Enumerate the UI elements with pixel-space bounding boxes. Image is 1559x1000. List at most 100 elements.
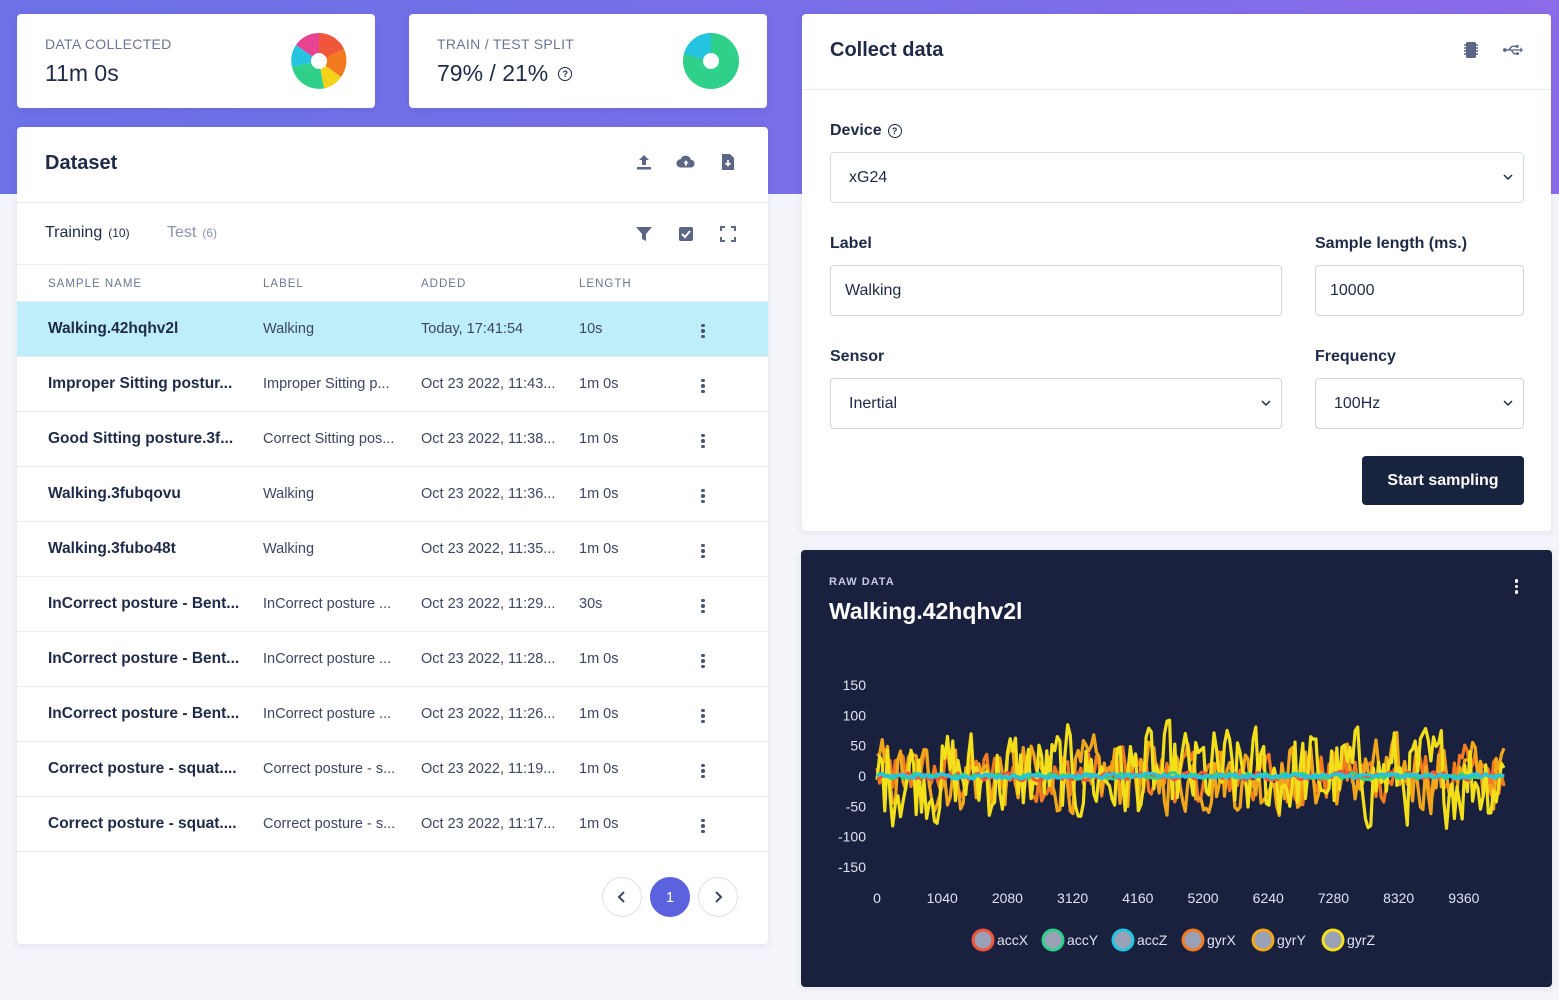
collect-data-title: Collect data: [830, 39, 944, 61]
column-header-sample-name[interactable]: SAMPLE NAME: [17, 265, 263, 302]
sample-name-cell: Good Sitting posture.3f...: [17, 411, 263, 467]
sample-added-cell: Oct 23 2022, 11:26...: [421, 686, 579, 742]
sample-label-cell: Correct posture - s...: [263, 796, 421, 852]
table-row[interactable]: Walking.3fubo48t Walking Oct 23 2022, 11:3…: [17, 521, 768, 577]
row-menu-icon[interactable]: [697, 595, 709, 618]
frequency-select[interactable]: 100Hz: [1315, 378, 1524, 429]
row-menu-icon[interactable]: [697, 760, 709, 783]
sample-name-cell: Walking.3fubo48t: [17, 521, 263, 577]
chevron-down-icon: [1503, 400, 1513, 407]
legend-marker-gyrX: [1181, 928, 1205, 952]
pagination: 1: [602, 877, 738, 917]
row-menu-icon[interactable]: [697, 375, 709, 398]
row-menu-icon[interactable]: [697, 320, 709, 343]
upload-icon[interactable]: [634, 152, 654, 172]
row-menu-icon[interactable]: [697, 540, 709, 563]
y-tick-label: 150: [843, 677, 867, 693]
sample-length-input[interactable]: 10000: [1315, 265, 1524, 316]
column-header-added[interactable]: ADDED: [421, 265, 579, 302]
x-tick-label: 9360: [1448, 890, 1479, 906]
sample-length-cell: 1m 0s: [579, 521, 697, 577]
column-header-length[interactable]: LENGTH: [579, 265, 697, 302]
device-select[interactable]: xG24: [830, 152, 1524, 203]
sample-name-cell: Walking.42hqhv2l: [17, 301, 263, 357]
table-row[interactable]: InCorrect posture - Bent... InCorrect pos…: [17, 631, 768, 687]
table-row[interactable]: Walking.3fubqovu Walking Oct 23 2022, 11:3…: [17, 466, 768, 522]
table-row[interactable]: Walking.42hqhv2l Walking Today, 17:41:54 10…: [17, 301, 768, 357]
raw-data-menu-icon[interactable]: [1511, 575, 1523, 598]
select-checkbox-icon[interactable]: [676, 224, 696, 244]
row-menu-icon[interactable]: [697, 485, 709, 508]
file-download-icon[interactable]: [718, 152, 738, 172]
sample-length-cell: 1m 0s: [579, 796, 697, 852]
data-collected-card: DATA COLLECTED 11m 0s: [17, 14, 375, 108]
raw-data-sample-title: Walking.42hqhv2l: [829, 598, 1023, 624]
table-row[interactable]: Good Sitting posture.3f... Correct Sittin…: [17, 411, 768, 467]
data-collected-label: DATA COLLECTED: [45, 36, 172, 52]
sample-label-cell: Walking: [263, 521, 421, 577]
x-tick-label: 0: [873, 890, 881, 906]
series-line-accZ: [876, 771, 1505, 781]
sample-name-cell: Improper Sitting postur...: [17, 356, 263, 412]
sample-label-cell: Correct posture - s...: [263, 741, 421, 797]
chevron-down-icon: [1503, 174, 1513, 181]
sample-length-cell: 1m 0s: [579, 741, 697, 797]
y-tick-label: -150: [838, 859, 866, 875]
dataset-panel: Dataset Training (10) Test (6): [17, 127, 768, 944]
sample-label-cell: InCorrect posture ...: [263, 576, 421, 632]
tab-training[interactable]: Training (10): [45, 224, 130, 241]
dataset-title: Dataset: [45, 152, 118, 174]
legend-marker-accZ: [1111, 928, 1135, 952]
row-menu-icon[interactable]: [697, 650, 709, 673]
legend-label-accZ: accZ: [1137, 932, 1168, 948]
page-button-current[interactable]: 1: [650, 877, 690, 917]
raw-data-panel: 150 100 50 0 -50 -100 -150 0 1040 2080 3120 4160 520…: [801, 550, 1552, 987]
row-menu-icon[interactable]: [697, 705, 709, 728]
sample-length-cell: 1m 0s: [579, 466, 697, 522]
filter-icon[interactable]: [634, 224, 654, 244]
legend-label-gyrZ: gyrZ: [1347, 932, 1375, 948]
table-row[interactable]: InCorrect posture - Bent... InCorrect pos…: [17, 576, 768, 632]
sample-added-cell: Oct 23 2022, 11:19...: [421, 741, 579, 797]
sample-added-cell: Today, 17:41:54: [421, 301, 579, 357]
device-label: Device: [830, 122, 882, 139]
sample-name-cell: Walking.3fubqovu: [17, 466, 263, 522]
raw-data-chart: 150 100 50 0 -50 -100 -150 0 1040 2080 3120 4160 520…: [838, 677, 1506, 952]
usb-icon[interactable]: [1503, 40, 1523, 60]
table-row[interactable]: Correct posture - squat.... Correct postu…: [17, 796, 768, 852]
sample-label-cell: Correct Sitting pos...: [263, 411, 421, 467]
table-row[interactable]: Correct posture - squat.... Correct postu…: [17, 741, 768, 797]
sample-added-cell: Oct 23 2022, 11:35...: [421, 521, 579, 577]
sample-added-cell: Oct 23 2022, 11:17...: [421, 796, 579, 852]
device-help-icon[interactable]: ?: [887, 124, 902, 138]
sample-label-cell: InCorrect posture ...: [263, 686, 421, 742]
help-icon[interactable]: ?: [558, 66, 573, 81]
column-header-label[interactable]: LABEL: [263, 265, 421, 302]
label-input[interactable]: Walking: [830, 265, 1282, 316]
row-menu-icon[interactable]: [697, 430, 709, 453]
row-menu-icon[interactable]: [697, 815, 709, 838]
label-field-label: Label: [830, 235, 872, 252]
x-tick-label: 3120: [1057, 890, 1088, 906]
fullscreen-icon[interactable]: [718, 224, 738, 244]
chip-icon[interactable]: [1461, 40, 1481, 60]
chevron-left-icon: [617, 891, 625, 903]
y-tick-label: 0: [858, 768, 866, 784]
table-row[interactable]: InCorrect posture - Bent... InCorrect pos…: [17, 686, 768, 742]
sample-added-cell: Oct 23 2022, 11:36...: [421, 466, 579, 522]
next-page-button[interactable]: [698, 877, 738, 917]
tab-test[interactable]: Test (6): [167, 224, 218, 241]
x-tick-label: 4160: [1122, 890, 1153, 906]
y-tick-label: 50: [850, 738, 866, 754]
table-row[interactable]: Improper Sitting postur... Improper Sitti…: [17, 356, 768, 412]
prev-page-button[interactable]: [602, 877, 642, 917]
legend-marker-gyrZ: [1321, 928, 1345, 952]
sensor-select[interactable]: Inertial: [830, 378, 1282, 429]
samples-table: SAMPLE NAME LABEL ADDED LENGTH Walking.4…: [17, 265, 768, 852]
cloud-upload-icon[interactable]: [676, 152, 696, 172]
data-collected-value: 11m 0s: [45, 60, 119, 86]
sample-length-cell: 1m 0s: [579, 356, 697, 412]
start-sampling-button[interactable]: Start sampling: [1362, 456, 1524, 505]
sample-label-cell: Walking: [263, 466, 421, 522]
sample-name-cell: Correct posture - squat....: [17, 796, 263, 852]
